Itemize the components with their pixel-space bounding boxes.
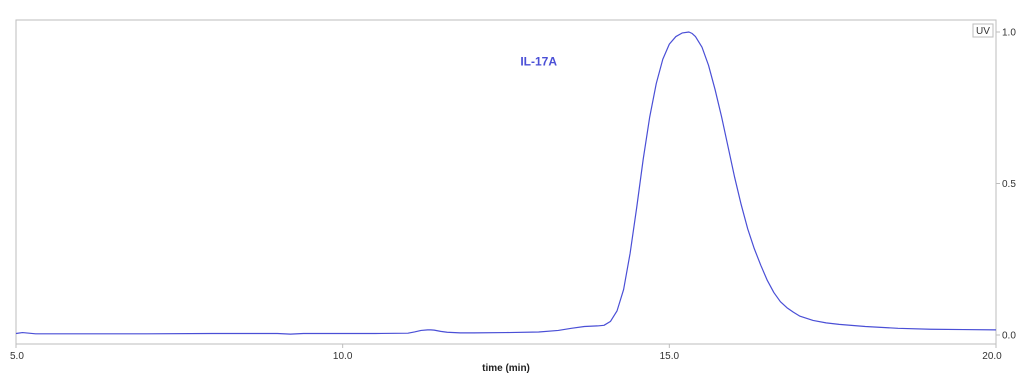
- legend-frame: [972, 23, 994, 38]
- series-line-il-17a: [15, 31, 997, 335]
- legend-entry-uv: UV: [976, 26, 990, 37]
- x-tick-label: 5.0: [10, 351, 24, 362]
- y-axis: 0.0 0.5 1.0: [996, 28, 1016, 342]
- y-tick-label: 0.0: [1002, 331, 1016, 342]
- x-axis-label: time (min): [482, 363, 530, 373]
- x-axis: 5.0 10.0 15.0 20.0: [10, 344, 1002, 362]
- x-tick-label: 20.0: [982, 351, 1002, 362]
- x-tick-label: 10.0: [333, 351, 353, 362]
- y-tick-label: 1.0: [1002, 28, 1016, 39]
- legend: UV: [972, 23, 994, 38]
- x-tick-label: 15.0: [660, 351, 680, 362]
- y-tick-label: 0.5: [1002, 179, 1016, 190]
- plot-frame: [15, 19, 997, 345]
- series-layer: [15, 31, 997, 335]
- peak-annotation: IL-17A: [520, 54, 557, 68]
